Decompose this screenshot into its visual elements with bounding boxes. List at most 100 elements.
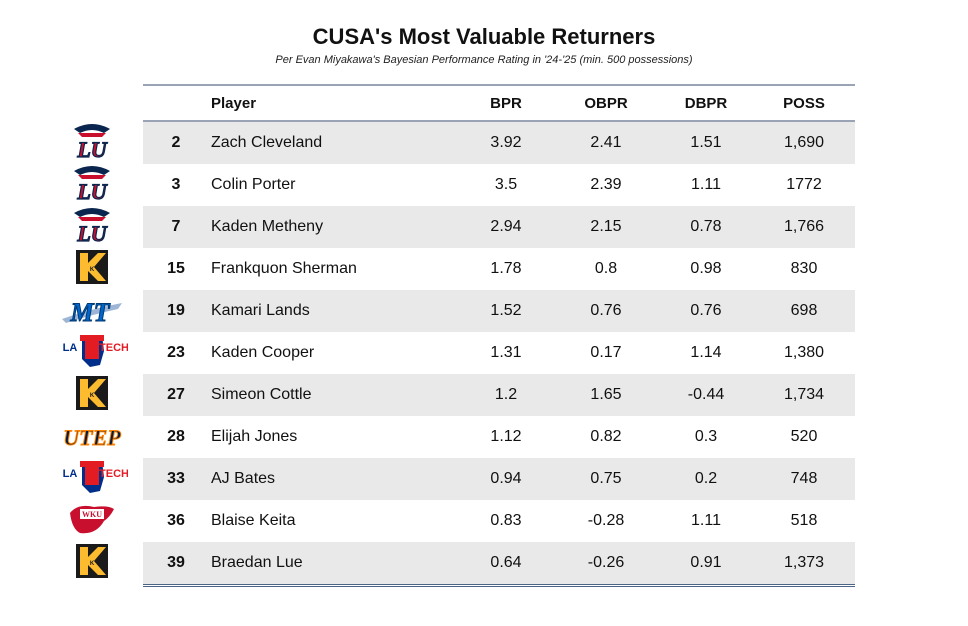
- dbpr-cell: 0.91: [690, 554, 722, 571]
- header-bpr: BPR: [490, 94, 522, 112]
- table-row: 3 Colin Porter 3.5 2.39 1.11 1772: [143, 164, 855, 206]
- bpr-cell: 1.31: [490, 344, 522, 361]
- team-logo-column: LU LU LU K MT LA TECH K UTEP: [56, 120, 128, 582]
- obpr-cell: 0.76: [590, 302, 622, 319]
- player-cell: Elijah Jones: [211, 428, 298, 445]
- table-row: 39 Braedan Lue 0.64 -0.26 0.91 1,373: [143, 542, 855, 584]
- table-row: 23 Kaden Cooper 1.31 0.17 1.14 1,380: [143, 332, 855, 374]
- svg-text:K: K: [90, 561, 95, 567]
- rank-cell: 28: [167, 428, 185, 445]
- svg-text:K: K: [90, 393, 95, 399]
- player-cell: Blaise Keita: [211, 512, 296, 529]
- poss-cell: 1,690: [783, 134, 825, 151]
- poss-cell: 520: [790, 428, 818, 445]
- bpr-cell: 1.78: [490, 260, 522, 277]
- bpr-cell: 3.92: [490, 134, 522, 151]
- player-cell: Kamari Lands: [211, 302, 310, 319]
- obpr-cell: -0.28: [587, 512, 625, 529]
- bpr-cell: 3.5: [494, 176, 518, 193]
- header-dbpr: DBPR: [684, 94, 728, 112]
- obpr-cell: 2.39: [590, 176, 622, 193]
- liberty-logo: LU: [56, 120, 128, 162]
- page-title: CUSA's Most Valuable Returners: [312, 24, 656, 49]
- rank-cell: 2: [171, 134, 181, 151]
- kennesaw-state-logo: K: [56, 246, 128, 288]
- obpr-cell: 0.17: [590, 344, 622, 361]
- dbpr-cell: 0.78: [690, 218, 722, 235]
- kennesaw-state-logo: K: [56, 540, 128, 582]
- rank-cell: 3: [171, 176, 181, 193]
- dbpr-cell: 1.14: [690, 344, 722, 361]
- player-cell: Colin Porter: [211, 176, 296, 193]
- liberty-logo: LU: [56, 204, 128, 246]
- player-cell: Frankquon Sherman: [211, 260, 357, 277]
- rank-cell: 23: [167, 344, 185, 361]
- dbpr-cell: 0.98: [690, 260, 722, 277]
- bpr-cell: 1.52: [490, 302, 522, 319]
- dbpr-cell: -0.44: [687, 386, 725, 403]
- obpr-cell: 0.75: [590, 470, 622, 487]
- obpr-cell: 1.65: [590, 386, 622, 403]
- player-cell: Braedan Lue: [211, 554, 303, 571]
- table-row: 2 Zach Cleveland 3.92 2.41 1.51 1,690: [143, 122, 855, 164]
- louisiana-tech-logo: LA TECH: [56, 456, 128, 498]
- stats-table: Player BPR OBPR DBPR POSS 2 Zach Clevelan…: [143, 84, 855, 587]
- dbpr-cell: 1.11: [691, 176, 721, 193]
- western-kentucky-logo: WKU: [56, 498, 128, 540]
- middle-tennessee-logo: MT: [56, 288, 128, 330]
- table-row: 15 Frankquon Sherman 1.78 0.8 0.98 830: [143, 248, 855, 290]
- svg-text:LU: LU: [76, 221, 107, 245]
- player-cell: AJ Bates: [211, 470, 276, 487]
- obpr-cell: 2.15: [590, 218, 622, 235]
- svg-text:LU: LU: [76, 179, 107, 203]
- obpr-cell: 0.82: [590, 428, 622, 445]
- header-poss: POSS: [783, 94, 825, 112]
- header-player: Player: [211, 94, 257, 112]
- poss-cell: 830: [790, 260, 818, 277]
- poss-cell: 518: [790, 512, 818, 529]
- poss-cell: 698: [790, 302, 818, 319]
- rank-cell: 36: [167, 512, 185, 529]
- rank-cell: 15: [167, 260, 185, 277]
- louisiana-tech-logo: LA TECH: [56, 330, 128, 372]
- obpr-cell: 2.41: [590, 134, 622, 151]
- rank-cell: 39: [167, 554, 185, 571]
- obpr-cell: -0.26: [587, 554, 625, 571]
- page-subtitle: Per Evan Miyakawa's Bayesian Performance…: [275, 54, 693, 66]
- table-row: 28 Elijah Jones 1.12 0.82 0.3 520: [143, 416, 855, 458]
- kennesaw-state-logo: K: [56, 372, 128, 414]
- svg-text:MT: MT: [70, 298, 111, 327]
- liberty-logo: LU: [56, 162, 128, 204]
- player-cell: Kaden Cooper: [211, 344, 315, 361]
- table-row: 27 Simeon Cottle 1.2 1.65 -0.44 1,734: [143, 374, 855, 416]
- poss-cell: 1,766: [783, 218, 825, 235]
- table-row: 7 Kaden Metheny 2.94 2.15 0.78 1,766: [143, 206, 855, 248]
- obpr-cell: 0.8: [594, 260, 618, 277]
- poss-cell: 748: [790, 470, 818, 487]
- rank-cell: 27: [167, 386, 185, 403]
- svg-text:LA: LA: [63, 468, 78, 480]
- table-row: 19 Kamari Lands 1.52 0.76 0.76 698: [143, 290, 855, 332]
- table-row: 36 Blaise Keita 0.83 -0.28 1.11 518: [143, 500, 855, 542]
- rank-cell: 19: [167, 302, 185, 319]
- svg-text:TECH: TECH: [99, 468, 128, 480]
- svg-text:LA: LA: [63, 342, 78, 354]
- bpr-cell: 0.83: [490, 512, 522, 529]
- dbpr-cell: 1.11: [691, 512, 721, 529]
- svg-text:UTEP: UTEP: [63, 425, 121, 450]
- rank-cell: 33: [167, 470, 185, 487]
- table-header: Player BPR OBPR DBPR POSS: [143, 84, 855, 122]
- rank-cell: 7: [171, 218, 181, 235]
- poss-cell: 1772: [786, 176, 822, 193]
- player-cell: Kaden Metheny: [211, 218, 324, 235]
- bpr-cell: 1.2: [494, 386, 518, 403]
- bpr-cell: 1.12: [490, 428, 522, 445]
- svg-text:TECH: TECH: [99, 342, 128, 354]
- dbpr-cell: 0.3: [694, 428, 718, 445]
- player-cell: Simeon Cottle: [211, 386, 312, 403]
- bpr-cell: 0.64: [490, 554, 522, 571]
- poss-cell: 1,373: [783, 554, 825, 571]
- table-row: 33 AJ Bates 0.94 0.75 0.2 748: [143, 458, 855, 500]
- bpr-cell: 0.94: [490, 470, 522, 487]
- poss-cell: 1,380: [783, 344, 825, 361]
